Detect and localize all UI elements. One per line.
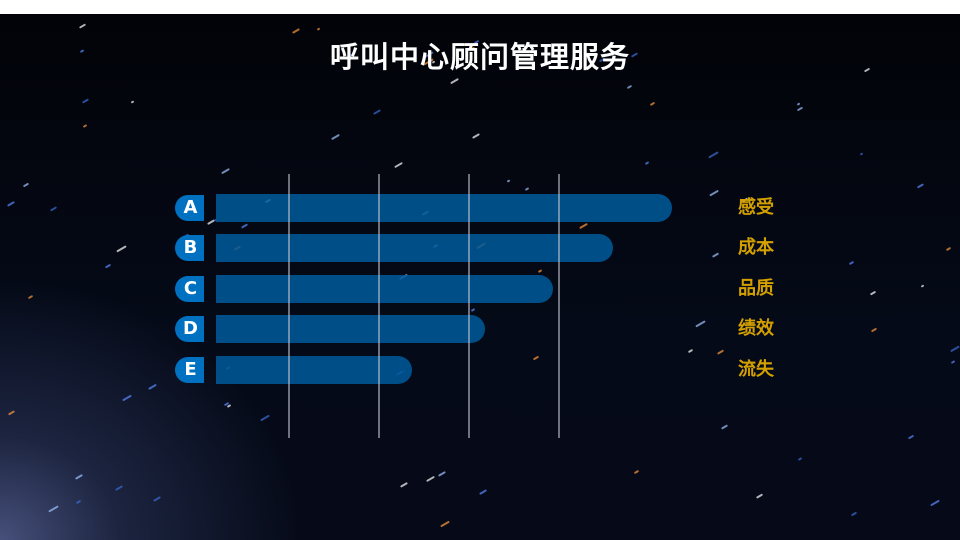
top-strip (0, 0, 960, 14)
category-label: 感受 (738, 197, 774, 218)
bar-d (216, 315, 486, 343)
bar-e (216, 356, 413, 384)
bar-b (216, 234, 613, 262)
gridline (288, 174, 290, 438)
category-badge-d: D (175, 316, 204, 342)
category-badge-e: E (175, 357, 204, 383)
gridline (468, 174, 470, 438)
category-badge-b: B (175, 235, 204, 261)
category-badge-c: C (175, 276, 204, 302)
category-label: 品质 (738, 278, 774, 299)
gridline (558, 174, 560, 438)
bar-c (216, 275, 554, 303)
category-label: 流失 (738, 359, 774, 380)
gridline (378, 174, 380, 438)
bar-a (216, 194, 672, 222)
slide-title: 呼叫中心顾问管理服务 (329, 40, 630, 74)
category-badge-a: A (175, 195, 204, 221)
category-label: 成本 (738, 237, 774, 258)
category-label: 绩效 (738, 318, 774, 339)
